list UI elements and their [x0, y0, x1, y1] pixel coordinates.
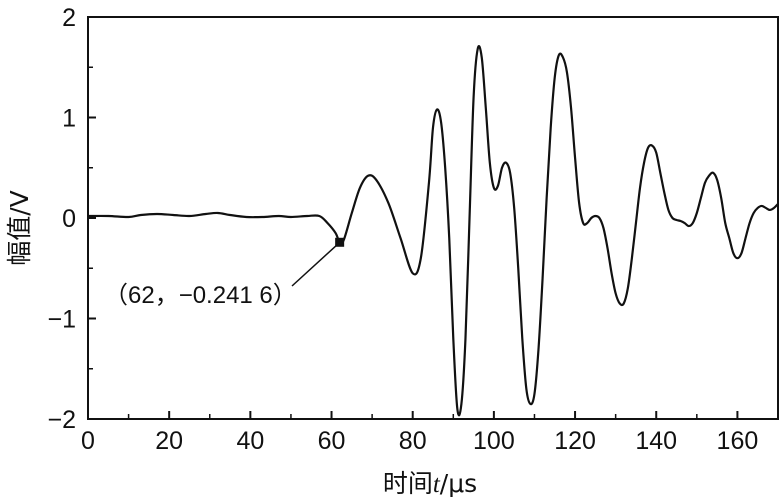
- x-tick-label: 20: [155, 427, 183, 455]
- y-tick-label: 1: [62, 105, 76, 133]
- signal-line: [87, 45, 779, 417]
- annotation-layer: （62，−0.241 6）: [104, 237, 345, 309]
- x-tick-label: 60: [318, 427, 346, 455]
- x-tick-label: 40: [236, 427, 264, 455]
- x-axis-label-unit: /μs: [440, 469, 477, 498]
- y-tick-label: −1: [47, 306, 76, 334]
- x-axis-label-variable: t: [433, 471, 441, 498]
- y-axis-label: 幅值/V: [5, 190, 34, 266]
- x-axis-label: 时间t/μs: [383, 469, 477, 498]
- x-tick-label: 120: [554, 427, 596, 455]
- x-tick-label: 100: [473, 427, 515, 455]
- ticks: 0 20 40 60 80 100 120 140 160 2 1 0 −1 −2: [47, 4, 758, 455]
- x-tick-label: 140: [635, 427, 677, 455]
- axes: [87, 16, 779, 420]
- plot-frame: [87, 16, 779, 420]
- x-tick-label: 0: [81, 427, 95, 455]
- x-tick-label: 80: [399, 427, 427, 455]
- annotation-leader-line: [291, 243, 339, 287]
- axis-labels: 时间t/μs 幅值/V: [5, 190, 477, 498]
- series-layer: [87, 45, 779, 417]
- x-axis-label-prefix: 时间: [383, 469, 433, 498]
- x-tick-label: 160: [717, 427, 759, 455]
- annotation-marker: [335, 237, 345, 247]
- y-tick-label: 0: [62, 205, 76, 233]
- y-tick-label: 2: [62, 4, 76, 32]
- y-tick-label: −2: [47, 406, 76, 434]
- annotation-label: （62，−0.241 6）: [104, 282, 297, 309]
